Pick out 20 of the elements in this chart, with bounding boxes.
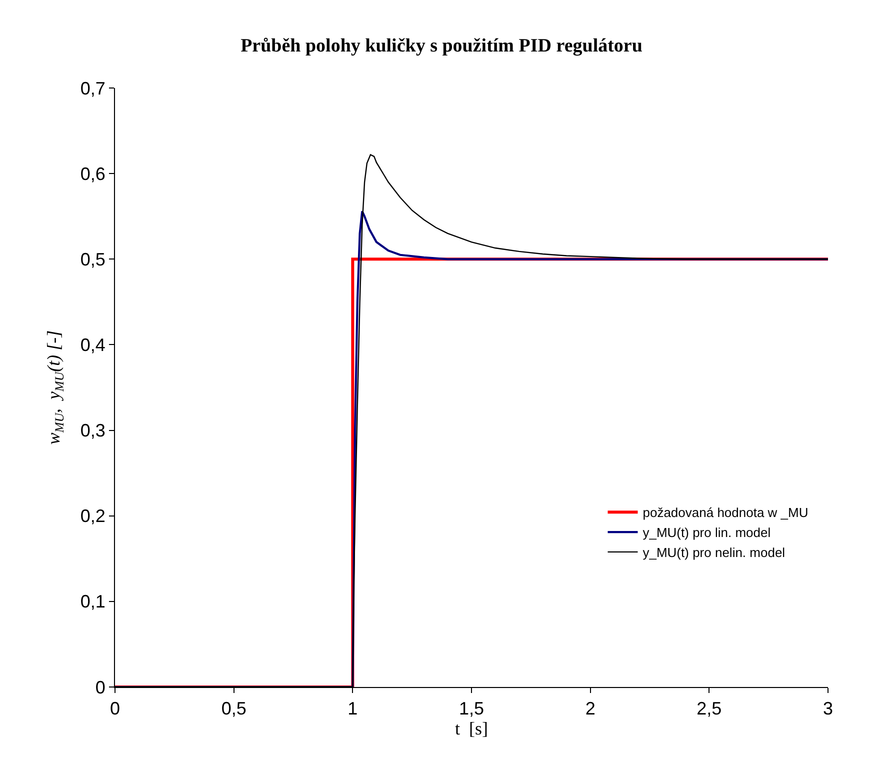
y-tick-label: 0,7	[80, 78, 106, 98]
x-tick-label: 0	[110, 698, 120, 719]
x-tick-label: 1	[348, 698, 358, 719]
y-tick-label: 0,2	[80, 506, 106, 526]
y-tick-label: 0,5	[80, 249, 106, 270]
x-tick-label: 2	[585, 698, 596, 719]
y-tick-label: 0,1	[80, 592, 106, 612]
legend-label: požadovaná hodnota w _MU	[642, 505, 808, 520]
legend-label: y_MU(t) pro nelin. model	[642, 545, 786, 560]
y-tick-label: 0,3	[80, 420, 106, 441]
chart-title: Průběh polohy kuličky s použitím PID regulátoru	[240, 36, 643, 56]
y-tick-label: 0,4	[80, 335, 106, 356]
x-axis-title: t [s]	[455, 718, 488, 739]
x-tick-label: 1,5	[458, 698, 484, 719]
x-tick-label: 3	[822, 698, 834, 719]
x-tick-label: 0,5	[221, 698, 246, 719]
legend-label: y_MU(t) pro lin. model	[642, 525, 771, 540]
y-tick-label: 0,6	[80, 164, 106, 184]
x-tick-label: 2,5	[696, 698, 722, 719]
y-tick-label: 0	[95, 677, 106, 698]
